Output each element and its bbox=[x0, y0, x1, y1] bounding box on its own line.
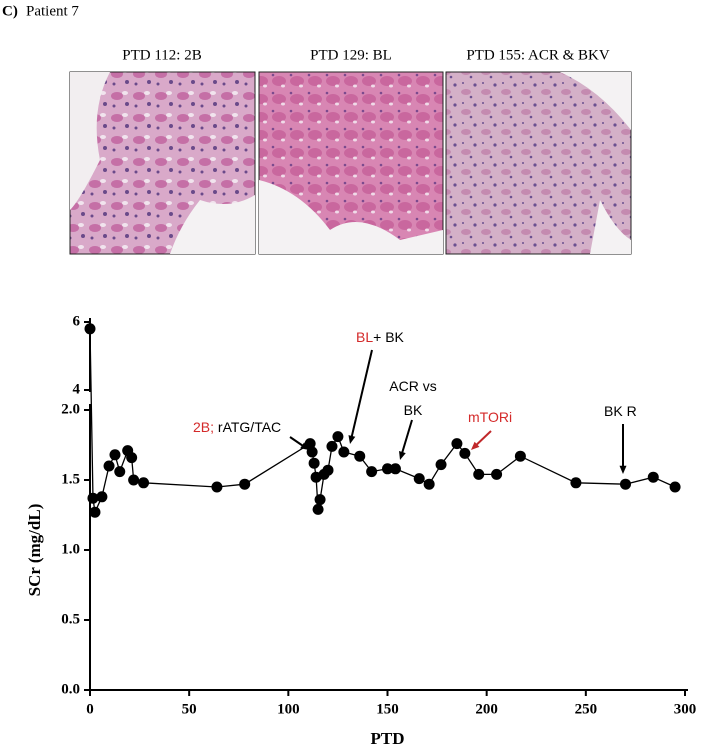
annotation: mTORi bbox=[468, 409, 512, 425]
y-tick-label: 4 bbox=[73, 381, 81, 397]
x-tick-label: 150 bbox=[376, 701, 399, 717]
data-point bbox=[128, 474, 140, 486]
annotation-part: BK bbox=[404, 402, 423, 418]
data-point bbox=[306, 446, 318, 458]
image-caption: PTD 112: 2B bbox=[122, 47, 201, 63]
data-point bbox=[87, 492, 99, 504]
data-point bbox=[389, 463, 401, 475]
image-caption: PTD 155: ACR & BKV bbox=[466, 47, 610, 63]
data-point bbox=[308, 457, 320, 469]
data-point bbox=[138, 477, 150, 489]
y-tick-label: 0.0 bbox=[61, 681, 80, 697]
arrow-head bbox=[619, 465, 627, 474]
data-point bbox=[413, 473, 425, 485]
data-point bbox=[312, 503, 324, 515]
x-axis-title: PTD bbox=[371, 729, 405, 748]
y-tick-label: 6 bbox=[73, 313, 81, 329]
data-point bbox=[326, 440, 338, 452]
y-tick-label: 1.5 bbox=[61, 471, 80, 487]
data-point bbox=[451, 438, 463, 450]
data-point bbox=[338, 446, 350, 458]
annotation: BK R bbox=[604, 403, 637, 419]
data-point bbox=[435, 459, 447, 471]
data-point bbox=[366, 466, 378, 478]
annotation-part: rATG/TAC bbox=[214, 419, 281, 435]
annotation-part: 2B; bbox=[193, 419, 214, 435]
arrow-head bbox=[399, 451, 406, 460]
x-tick-label: 200 bbox=[475, 701, 498, 717]
y-tick-label: 0.5 bbox=[61, 611, 80, 627]
data-line bbox=[89, 328, 676, 515]
data-point bbox=[459, 447, 471, 459]
x-tick-label: 100 bbox=[277, 701, 300, 717]
data-point bbox=[382, 463, 393, 475]
x-tick-label: 250 bbox=[575, 701, 598, 717]
data-point bbox=[491, 468, 503, 480]
panel-title: Patient 7 bbox=[26, 3, 79, 19]
annotation: ACR vs bbox=[389, 378, 436, 394]
data-point bbox=[211, 481, 223, 493]
panel-label: C) bbox=[2, 3, 18, 19]
data-point bbox=[314, 494, 326, 506]
histology-image bbox=[69, 71, 256, 255]
annotation-part: BL bbox=[356, 329, 373, 345]
data-point bbox=[84, 323, 96, 335]
data-point bbox=[514, 450, 526, 462]
data-point bbox=[114, 466, 126, 478]
x-tick-label: 300 bbox=[674, 701, 697, 717]
y-tick-label: 1.0 bbox=[61, 541, 80, 557]
annotation: BL+ BK bbox=[356, 329, 405, 345]
data-point bbox=[647, 471, 659, 483]
data-point bbox=[620, 478, 631, 490]
annotation-part: mTORi bbox=[468, 409, 512, 425]
data-point bbox=[304, 438, 316, 450]
annotation-part: BK R bbox=[604, 403, 637, 419]
data-point bbox=[96, 491, 108, 503]
data-point bbox=[423, 478, 435, 490]
annotation-arrow bbox=[400, 419, 413, 457]
data-point bbox=[570, 477, 582, 489]
data-point bbox=[322, 464, 334, 476]
annotation: 2B; rATG/TAC bbox=[193, 419, 281, 435]
y-tick-label: 2.0 bbox=[61, 401, 80, 417]
data-point bbox=[332, 431, 344, 443]
x-tick-label: 50 bbox=[182, 701, 197, 717]
image-caption: PTD 129: BL bbox=[310, 47, 392, 63]
arrow-head bbox=[348, 435, 356, 444]
data-point bbox=[473, 468, 485, 480]
y-axis-title: SCr (mg/dL) bbox=[25, 504, 44, 597]
annotation-part: + BK bbox=[373, 329, 404, 345]
annotation-arrow bbox=[349, 349, 373, 441]
data-point bbox=[354, 450, 366, 462]
data-point bbox=[109, 449, 121, 461]
data-point bbox=[89, 506, 101, 518]
annotation: BK bbox=[404, 402, 423, 418]
data-point bbox=[669, 481, 681, 493]
annotation-part: ACR vs bbox=[389, 378, 436, 394]
histology-image bbox=[258, 71, 444, 255]
data-point bbox=[239, 478, 251, 490]
histology-image bbox=[445, 71, 632, 255]
plot: 0.0 0.5 1.0 1.5 2.0 4 6 0 50 100 150 200 250 300 PTD SC… bbox=[25, 313, 696, 747]
x-tick-label: 0 bbox=[86, 701, 94, 717]
data-point bbox=[126, 452, 138, 464]
arrow-head bbox=[300, 442, 309, 450]
arrow-head bbox=[471, 441, 480, 450]
data-point bbox=[103, 460, 115, 472]
